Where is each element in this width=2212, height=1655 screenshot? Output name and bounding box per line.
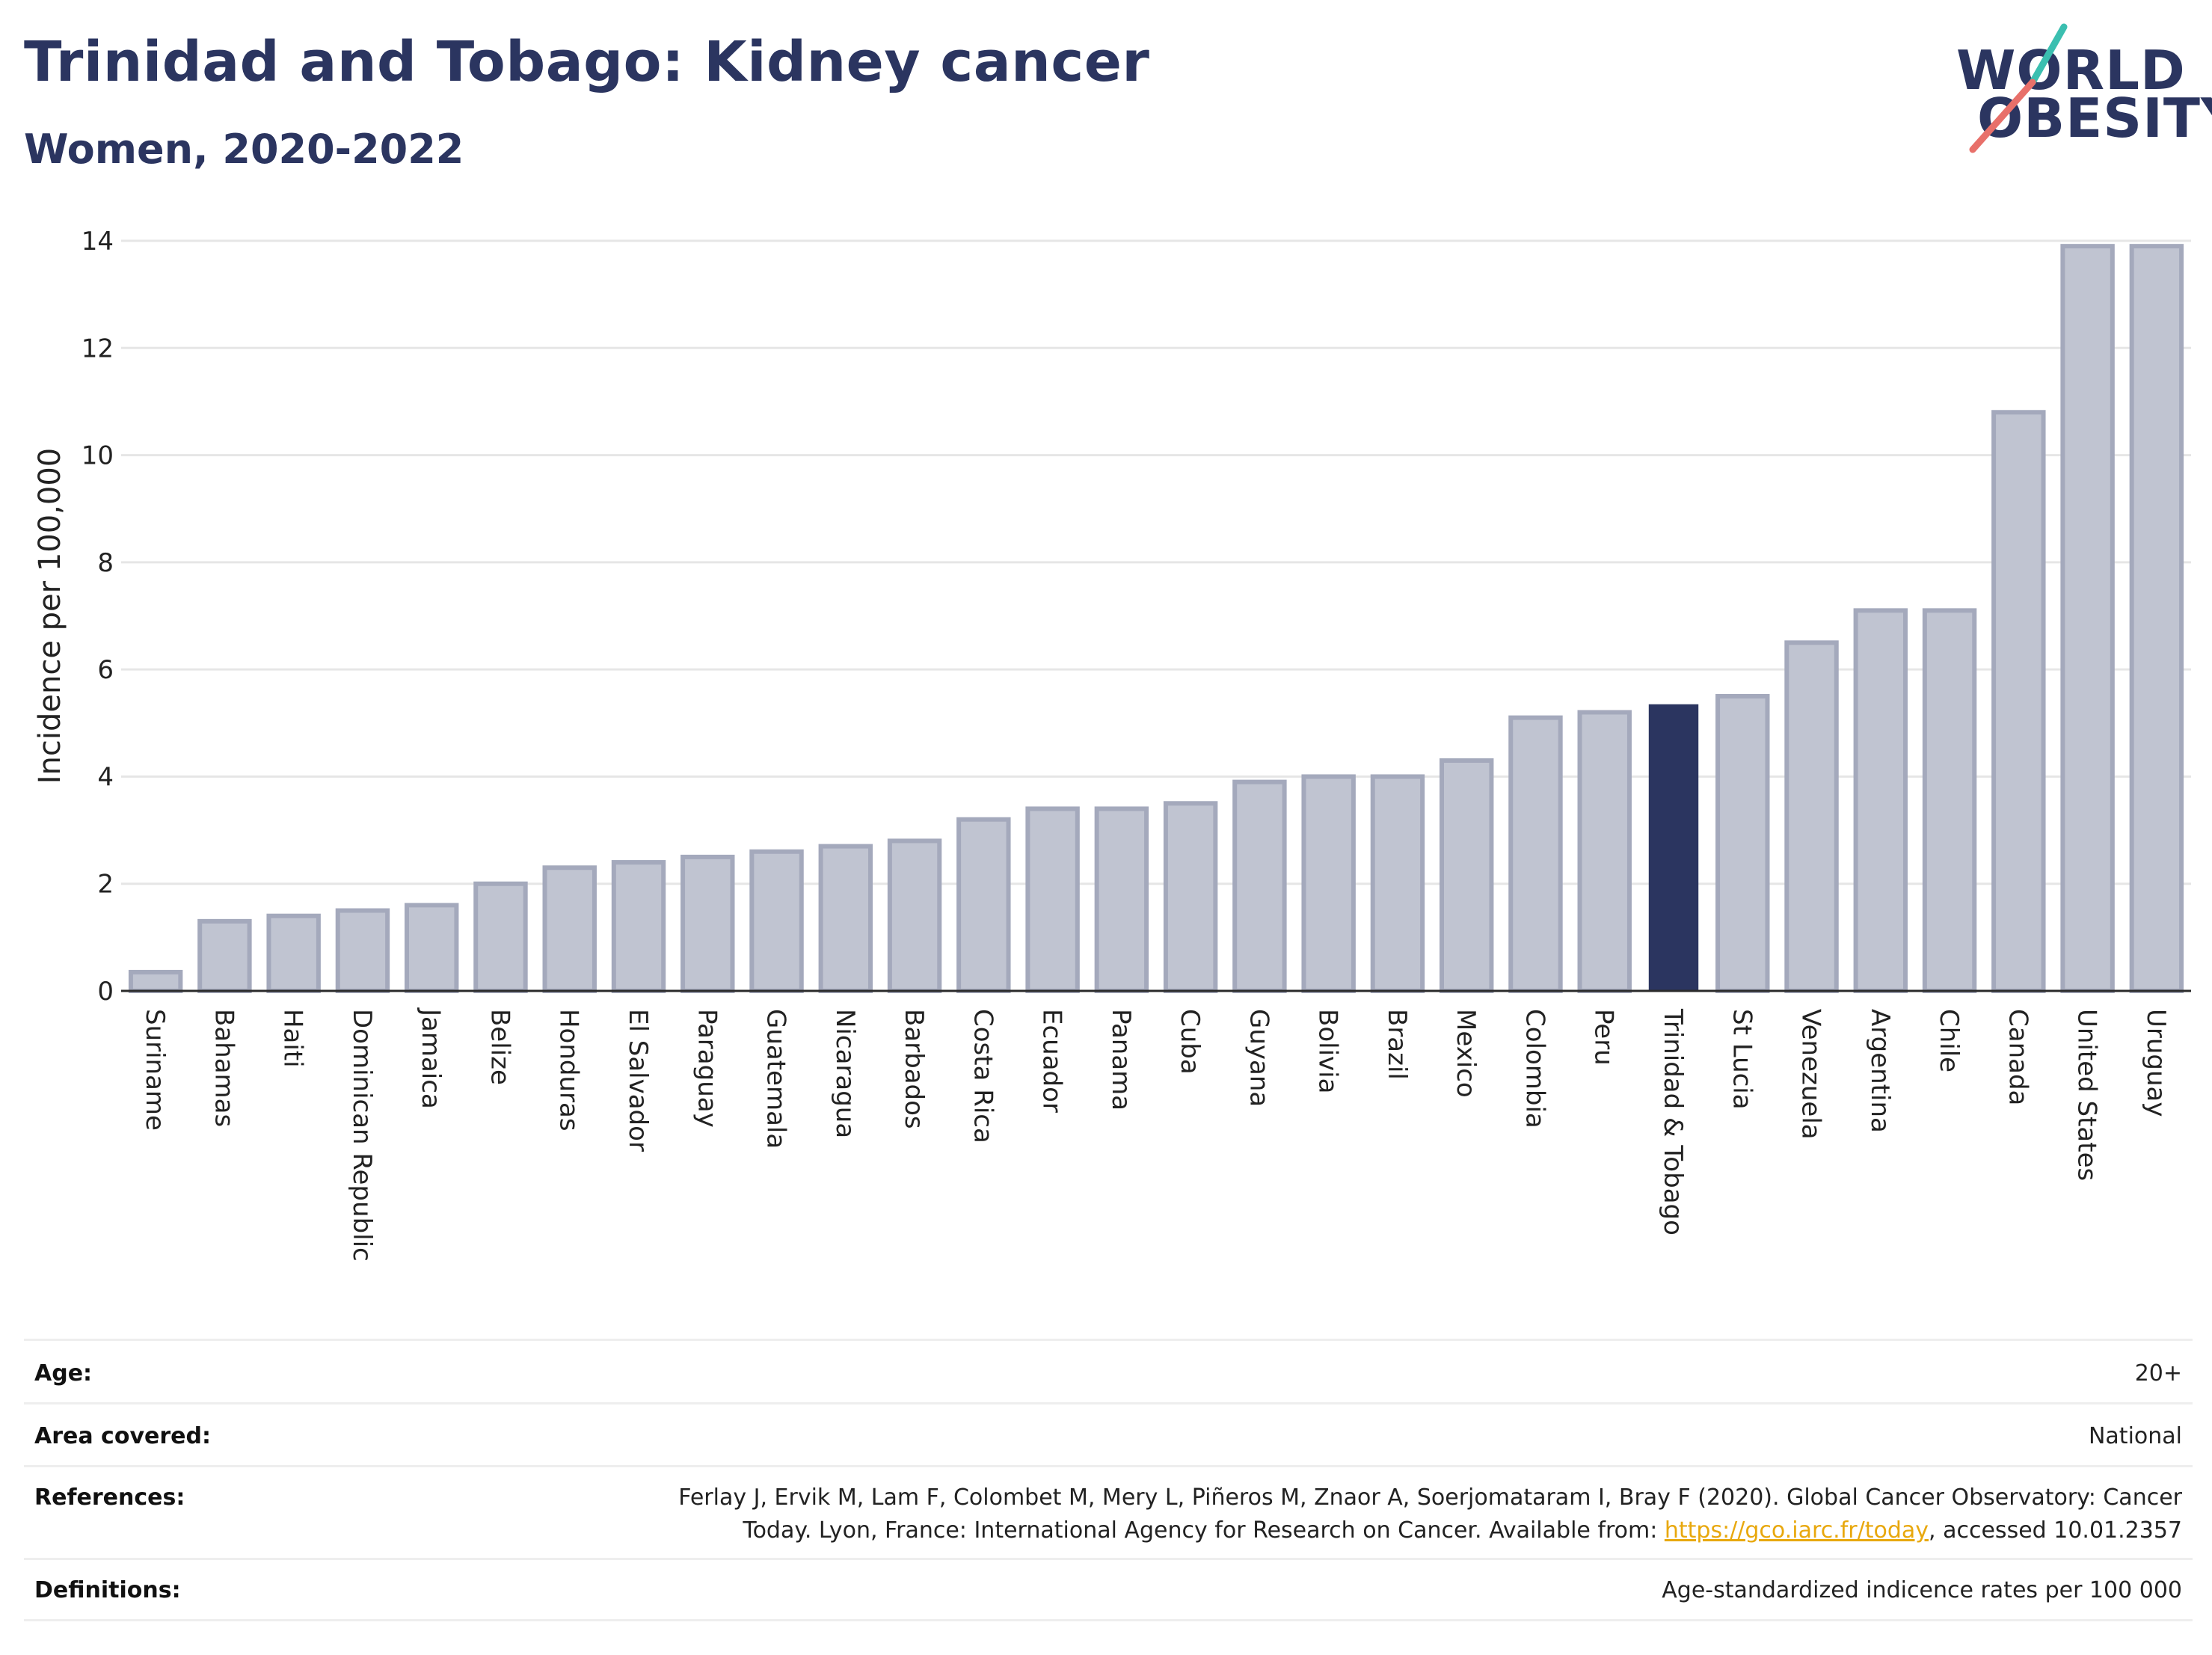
category-label: Venezuela: [1796, 1009, 1826, 1140]
category-label: Cuba: [1175, 1009, 1205, 1075]
bar: [542, 865, 597, 993]
bar: [335, 908, 390, 994]
category-label: El Salvador: [623, 1009, 653, 1152]
y-axis-ticks: 0 2 4 6 8 10 12 14: [82, 227, 114, 1007]
y-tick-label: 12: [82, 334, 114, 363]
category-label: Ecuador: [1037, 1009, 1067, 1113]
category-label: Costa Rica: [968, 1009, 998, 1143]
bar: [749, 849, 804, 993]
category-label: St Lucia: [1727, 1009, 1757, 1110]
y-tick-label: 6: [97, 655, 114, 685]
info-table: Age: 20+ Area covered: National Referenc…: [24, 1339, 2193, 1621]
bar: [2129, 244, 2184, 993]
bar: [1991, 410, 2046, 993]
category-label: Jamaica: [416, 1007, 446, 1109]
references-line-2: Today. Lyon, France: International Agenc…: [743, 1517, 2182, 1544]
y-tick-label: 4: [97, 762, 114, 792]
category-label: Trinidad & Tobago: [1658, 1008, 1688, 1235]
bar: [1853, 608, 1908, 993]
bar: [266, 913, 321, 993]
bar: [1025, 806, 1080, 994]
bar: [404, 903, 459, 994]
definitions-value: Age-standardized indicence rates per 100…: [1662, 1577, 2182, 1603]
y-tick-label: 8: [97, 548, 114, 578]
bar: [1508, 715, 1563, 993]
category-label: Nicaragua: [830, 1009, 860, 1138]
category-label: Colombia: [1520, 1009, 1549, 1129]
category-label: Guyana: [1244, 1009, 1274, 1107]
age-value: 20+: [2134, 1360, 2182, 1387]
category-label: Dominican Republic: [347, 1009, 377, 1262]
bar: [1301, 774, 1356, 994]
bar: [1163, 801, 1218, 993]
category-label: Barbados: [899, 1009, 929, 1129]
chart-title: Trinidad and Tobago: Kidney cancer: [24, 30, 1150, 94]
y-tick-label: 0: [97, 977, 114, 1007]
bar: [1922, 608, 1977, 993]
category-label: Suriname: [140, 1009, 170, 1131]
bar: [2060, 244, 2115, 993]
category-label: Bolivia: [1313, 1009, 1343, 1093]
area-label: Area covered:: [34, 1423, 211, 1449]
category-label: Peru: [1589, 1009, 1619, 1066]
bar: [681, 854, 735, 993]
bar: [1094, 806, 1149, 994]
bar: [818, 844, 873, 994]
bar: [473, 881, 528, 993]
category-label: Honduras: [554, 1009, 584, 1132]
age-label: Age:: [34, 1360, 93, 1387]
y-tick-label: 14: [82, 227, 114, 257]
logo-line-1: WORLD: [1956, 39, 2186, 102]
info-row-definitions: Definitions: Age-standardized indicence …: [24, 1558, 2193, 1621]
category-label: Mexico: [1451, 1009, 1481, 1098]
info-row-references: References: Ferlay J, Ervik M, Lam F, Co…: [24, 1465, 2193, 1560]
bar: [887, 838, 942, 994]
bar: [128, 969, 183, 994]
logo-slash-icon: [1969, 23, 2068, 153]
bar: [1439, 758, 1494, 994]
category-label: Guatemala: [761, 1009, 791, 1149]
category-label: Panama: [1106, 1009, 1136, 1111]
definitions-label: Definitions:: [34, 1577, 181, 1603]
info-row-area: Area covered: National: [24, 1402, 2193, 1467]
bar: [1232, 779, 1287, 994]
category-label: Paraguay: [692, 1009, 722, 1128]
bar: [1715, 693, 1770, 993]
area-value: National: [2088, 1423, 2182, 1449]
category-label: United States: [2072, 1009, 2102, 1181]
grid-lines: [121, 239, 2191, 885]
bar: [1370, 774, 1425, 994]
bar-chart: 0 2 4 6 8 10 12 14 Suriname Bahamas Haiti Dominica…: [33, 227, 2191, 1262]
y-tick-label: 2: [97, 870, 114, 900]
bar-highlighted: [1648, 704, 1699, 991]
info-row-age: Age: 20+: [24, 1341, 2193, 1404]
bars: [128, 244, 2184, 994]
category-labels: Suriname Bahamas Haiti Dominican Republic Ja…: [140, 1007, 2171, 1262]
chart-subtitle: Women, 2020-2022: [24, 126, 464, 173]
category-label: Canada: [2003, 1009, 2033, 1105]
category-label: Bahamas: [209, 1009, 239, 1127]
bar: [956, 817, 1011, 993]
bar: [1577, 710, 1632, 993]
reference-link[interactable]: https://gco.iarc.fr/today: [1664, 1517, 1929, 1544]
y-tick-label: 10: [82, 441, 114, 471]
references-line-1: Ferlay J, Ervik M, Lam F, Colombet M, Me…: [678, 1484, 2182, 1511]
category-label: Uruguay: [2141, 1009, 2171, 1117]
category-label: Chile: [1934, 1009, 1964, 1072]
category-label: Belize: [485, 1009, 514, 1085]
category-label: Haiti: [278, 1009, 308, 1068]
bar: [197, 918, 252, 993]
y-axis-label: Incidence per 100,000: [33, 448, 67, 784]
bar: [611, 860, 666, 993]
references-label: References:: [34, 1484, 185, 1511]
category-label: Brazil: [1382, 1009, 1412, 1080]
bar: [1784, 640, 1839, 993]
world-obesity-logo: WORLD OBESITY: [1944, 22, 2212, 165]
category-label: Argentina: [1865, 1009, 1895, 1133]
